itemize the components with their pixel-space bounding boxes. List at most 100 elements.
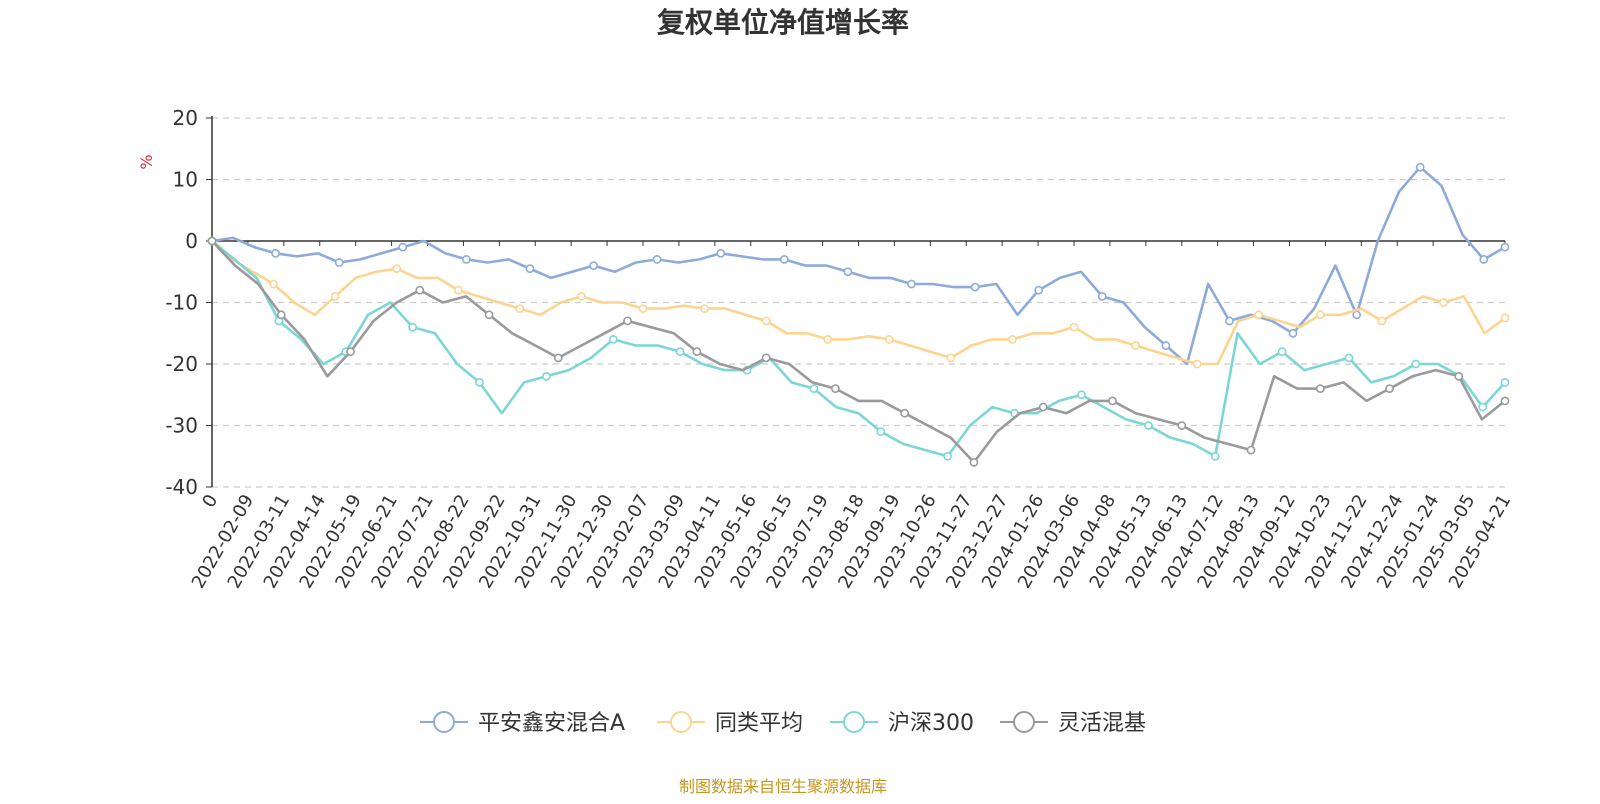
- series-marker: [1500, 313, 1510, 323]
- series-marker: [1177, 421, 1187, 430]
- series-marker: [969, 457, 979, 467]
- series-marker: [1478, 402, 1488, 412]
- series-marker: [1008, 334, 1017, 344]
- series-marker: [553, 353, 563, 363]
- chart-title: 复权单位净值增长率: [657, 6, 909, 39]
- series-marker: [453, 285, 463, 295]
- legend: 平安鑫安混合A 同类平均 沪深300 灵活混基: [420, 711, 1146, 736]
- series-marker: [623, 316, 633, 326]
- legend-label: 沪深300: [888, 711, 974, 736]
- series-marker: [415, 285, 425, 295]
- y-tick-label: -30: [165, 414, 198, 438]
- series-marker: [1415, 162, 1425, 172]
- legend-item: 同类平均: [657, 711, 803, 736]
- series-marker: [346, 347, 355, 357]
- y-tick-label: -40: [165, 475, 198, 499]
- series-marker: [1377, 316, 1387, 326]
- legend-marker: [843, 711, 865, 733]
- series-marker: [1038, 402, 1048, 412]
- series-line: [211, 239, 1506, 458]
- legend-item: 沪深300: [830, 711, 974, 736]
- series-marker: [900, 408, 910, 418]
- series-line: [211, 165, 1506, 366]
- series-marker: [1069, 322, 1079, 332]
- x-axis: 02022-02-092022-03-112022-04-142022-05-1…: [188, 240, 1515, 592]
- series-marker: [1352, 310, 1362, 320]
- series-marker: [392, 264, 402, 274]
- y-tick-label: -10: [165, 291, 198, 315]
- series-marker: [1034, 285, 1044, 295]
- legend-item: 平安鑫安混合A: [420, 711, 625, 736]
- series-3: [207, 236, 1510, 467]
- series-marker: [1131, 341, 1140, 350]
- series-marker: [1288, 328, 1298, 338]
- series-marker: [761, 316, 771, 326]
- legend-marker: [1013, 711, 1035, 733]
- series-marker: [638, 304, 648, 314]
- legend-label: 灵活混基: [1058, 711, 1146, 736]
- series-marker: [943, 451, 953, 461]
- series-marker: [461, 255, 471, 264]
- series-marker: [823, 334, 833, 344]
- y-tick-label: 20: [173, 106, 198, 130]
- series-marker: [1500, 378, 1510, 387]
- series-marker: [330, 291, 340, 301]
- y-tick-label: 0: [185, 229, 198, 253]
- series-marker: [525, 264, 535, 274]
- series-marker: [608, 334, 618, 344]
- series-marker: [577, 291, 586, 301]
- source-note: 制图数据来自恒生聚源数据库: [679, 777, 887, 796]
- series-marker: [207, 236, 217, 246]
- y-axis: 20 10 0 -10 -20 -30 -40: [165, 106, 213, 499]
- series-marker: [515, 304, 525, 314]
- series-marker: [700, 304, 709, 314]
- series-marker: [652, 255, 662, 264]
- legend-marker: [433, 711, 455, 733]
- series-line: [211, 240, 1506, 366]
- series-marker: [1161, 341, 1171, 350]
- series-marker: [970, 282, 980, 292]
- series-marker: [1344, 353, 1354, 363]
- series-marker: [946, 353, 956, 363]
- series-1: [207, 236, 1510, 369]
- series-marker: [1225, 316, 1234, 326]
- series-marker: [884, 334, 894, 344]
- legend-label: 同类平均: [715, 711, 803, 736]
- series-marker: [408, 322, 418, 332]
- series-marker: [1500, 396, 1510, 406]
- series-2: [207, 236, 1510, 461]
- series-marker: [843, 267, 853, 277]
- series-marker: [276, 310, 286, 320]
- series-marker: [1315, 384, 1325, 393]
- series-marker: [1077, 390, 1086, 400]
- series-marker: [831, 384, 840, 393]
- y-tick-label: -20: [165, 352, 198, 376]
- series-line: [211, 240, 1506, 464]
- series-marker: [1210, 451, 1220, 461]
- series-marker: [692, 347, 702, 357]
- series-marker: [475, 378, 484, 387]
- series-marker: [779, 255, 789, 264]
- series-marker: [1454, 371, 1464, 381]
- grid-lines: [212, 117, 1505, 488]
- series-marker: [541, 371, 551, 381]
- legend-label: 平安鑫安混合A: [478, 711, 625, 736]
- series-marker: [675, 347, 685, 357]
- series-marker: [269, 279, 278, 289]
- series-lines: [207, 162, 1510, 467]
- series-marker: [907, 279, 916, 289]
- series-marker: [1411, 359, 1421, 369]
- series-marker: [484, 310, 494, 320]
- series-marker: [1143, 421, 1153, 430]
- series-marker: [1479, 255, 1489, 264]
- series-marker: [271, 248, 280, 258]
- series-marker: [398, 242, 408, 252]
- y-tick-label: 10: [173, 168, 198, 192]
- series-marker: [1277, 347, 1287, 357]
- legend-item: 灵活混基: [1000, 711, 1146, 736]
- series-marker: [1108, 396, 1117, 406]
- series-marker: [1315, 310, 1325, 320]
- series-marker: [1192, 359, 1202, 369]
